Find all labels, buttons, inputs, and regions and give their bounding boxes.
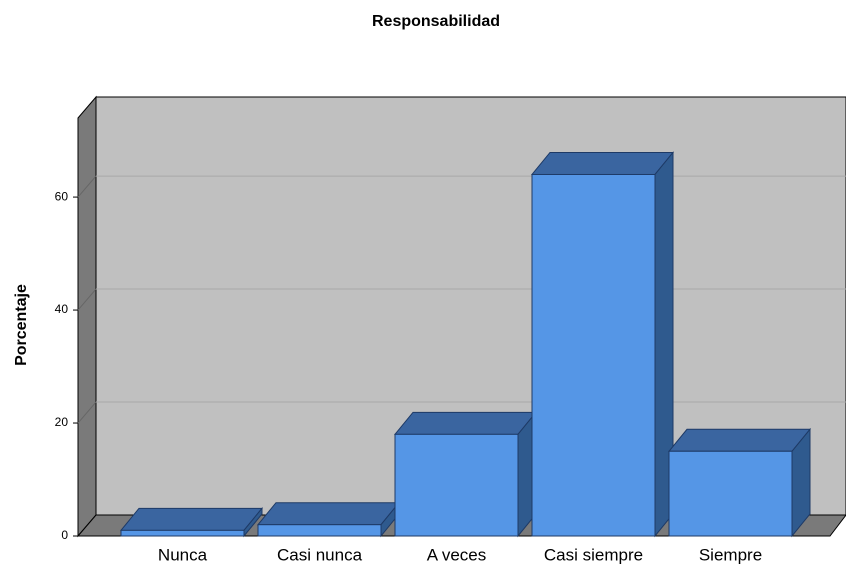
grid-line — [77, 401, 97, 424]
grid-line — [77, 288, 97, 311]
y-tick-label: 60 — [55, 189, 69, 203]
y-axis-label: Porcentaje — [13, 284, 30, 366]
x-tick-label: Casi siempre — [544, 545, 643, 564]
x-tick-label: A veces — [427, 545, 487, 564]
grid-line — [77, 175, 97, 198]
y-tick-label: 40 — [55, 302, 69, 316]
y-tick-label: 0 — [61, 528, 68, 542]
bar-top — [530, 151, 675, 175]
y-tick-label: 20 — [55, 415, 69, 429]
x-tick-label: Nunca — [158, 545, 208, 564]
bar — [257, 524, 382, 537]
x-tick-label: Casi nunca — [277, 545, 363, 564]
bar-top — [667, 428, 812, 452]
bar — [394, 433, 519, 537]
bar-top — [119, 507, 264, 531]
x-tick-label: Siempre — [699, 545, 762, 564]
bar — [668, 450, 793, 537]
bar-top — [393, 411, 538, 435]
bar — [120, 529, 245, 537]
bar — [531, 173, 656, 537]
bar-top — [256, 502, 401, 526]
chart-title: Responsabilidad — [372, 13, 500, 30]
left-wall — [77, 95, 97, 538]
